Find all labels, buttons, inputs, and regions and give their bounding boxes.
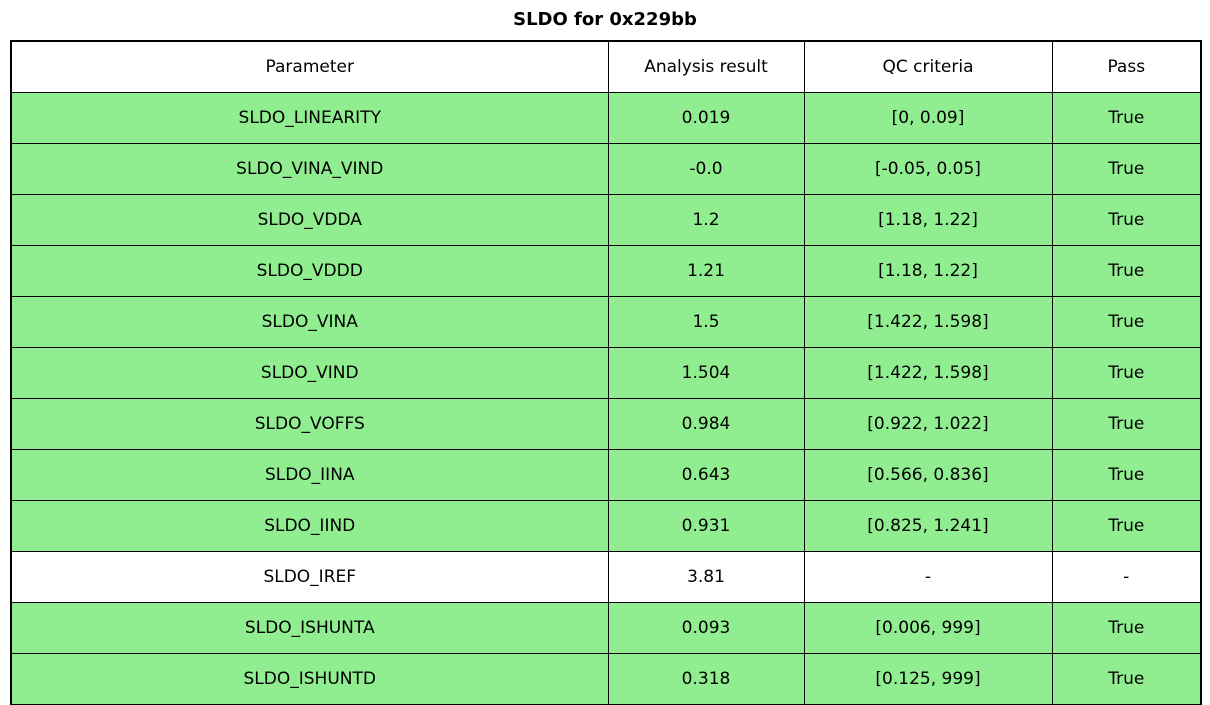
cell-analysis-result: 0.931 [607,500,805,552]
table-row: SLDO_VDDD 1.21 [1.18, 1.22] True [10,245,1202,297]
table-row: SLDO_IIND 0.931 [0.825, 1.241] True [10,500,1202,552]
cell-parameter: SLDO_VINA_VIND [10,143,609,195]
cell-pass: True [1051,449,1202,501]
header-row: Parameter Analysis result QC criteria Pa… [10,40,1202,93]
cell-qc-criteria: [-0.05, 0.05] [803,143,1053,195]
cell-qc-criteria: - [803,551,1053,603]
cell-parameter: SLDO_VDDA [10,194,609,246]
cell-analysis-result: 0.318 [607,653,805,705]
cell-qc-criteria: [0.825, 1.241] [803,500,1053,552]
cell-parameter: SLDO_IIND [10,500,609,552]
cell-parameter: SLDO_ISHUNTA [10,602,609,654]
cell-qc-criteria: [1.422, 1.598] [803,296,1053,348]
table-row: SLDO_LINEARITY 0.019 [0, 0.09] True [10,92,1202,144]
cell-pass: True [1051,653,1202,705]
cell-pass: True [1051,347,1202,399]
cell-analysis-result: 0.984 [607,398,805,450]
cell-analysis-result: 1.504 [607,347,805,399]
cell-pass: True [1051,92,1202,144]
table-row: SLDO_IREF 3.81 - - [10,551,1202,603]
cell-qc-criteria: [0.566, 0.836] [803,449,1053,501]
cell-qc-criteria: [1.18, 1.22] [803,194,1053,246]
cell-parameter: SLDO_IREF [10,551,609,603]
cell-parameter: SLDO_VIND [10,347,609,399]
cell-pass: True [1051,602,1202,654]
cell-pass: True [1051,398,1202,450]
figure-title: SLDO for 0x229bb [513,9,697,30]
col-header-pass: Pass [1051,40,1202,93]
cell-parameter: SLDO_VOFFS [10,398,609,450]
table-body: SLDO_LINEARITY 0.019 [0, 0.09] True SLDO… [10,92,1202,705]
table-row: SLDO_IINA 0.643 [0.566, 0.836] True [10,449,1202,501]
cell-analysis-result: 0.093 [607,602,805,654]
cell-analysis-result: 1.2 [607,194,805,246]
cell-pass: True [1051,143,1202,195]
cell-analysis-result: -0.0 [607,143,805,195]
col-header-analysis-result: Analysis result [607,40,805,93]
cell-qc-criteria: [0.125, 999] [803,653,1053,705]
cell-qc-criteria: [0.922, 1.022] [803,398,1053,450]
col-header-qc-criteria: QC criteria [803,40,1053,93]
table-row: SLDO_VDDA 1.2 [1.18, 1.22] True [10,194,1202,246]
cell-qc-criteria: [0.006, 999] [803,602,1053,654]
cell-parameter: SLDO_ISHUNTD [10,653,609,705]
col-header-parameter: Parameter [10,40,609,93]
cell-parameter: SLDO_LINEARITY [10,92,609,144]
cell-pass: True [1051,245,1202,297]
cell-analysis-result: 0.643 [607,449,805,501]
cell-analysis-result: 0.019 [607,92,805,144]
cell-parameter: SLDO_VDDD [10,245,609,297]
table-row: SLDO_VOFFS 0.984 [0.922, 1.022] True [10,398,1202,450]
cell-qc-criteria: [1.18, 1.22] [803,245,1053,297]
cell-qc-criteria: [0, 0.09] [803,92,1053,144]
cell-qc-criteria: [1.422, 1.598] [803,347,1053,399]
cell-pass: - [1051,551,1202,603]
cell-pass: True [1051,296,1202,348]
cell-pass: True [1051,500,1202,552]
table-row: SLDO_ISHUNTD 0.318 [0.125, 999] True [10,653,1202,705]
cell-parameter: SLDO_IINA [10,449,609,501]
cell-pass: True [1051,194,1202,246]
table-row: SLDO_VINA 1.5 [1.422, 1.598] True [10,296,1202,348]
cell-parameter: SLDO_VINA [10,296,609,348]
table-row: SLDO_VIND 1.504 [1.422, 1.598] True [10,347,1202,399]
cell-analysis-result: 3.81 [607,551,805,603]
table-row: SLDO_ISHUNTA 0.093 [0.006, 999] True [10,602,1202,654]
cell-analysis-result: 1.5 [607,296,805,348]
table-row: SLDO_VINA_VIND -0.0 [-0.05, 0.05] True [10,143,1202,195]
qc-results-table: Parameter Analysis result QC criteria Pa… [10,40,1202,705]
cell-analysis-result: 1.21 [607,245,805,297]
